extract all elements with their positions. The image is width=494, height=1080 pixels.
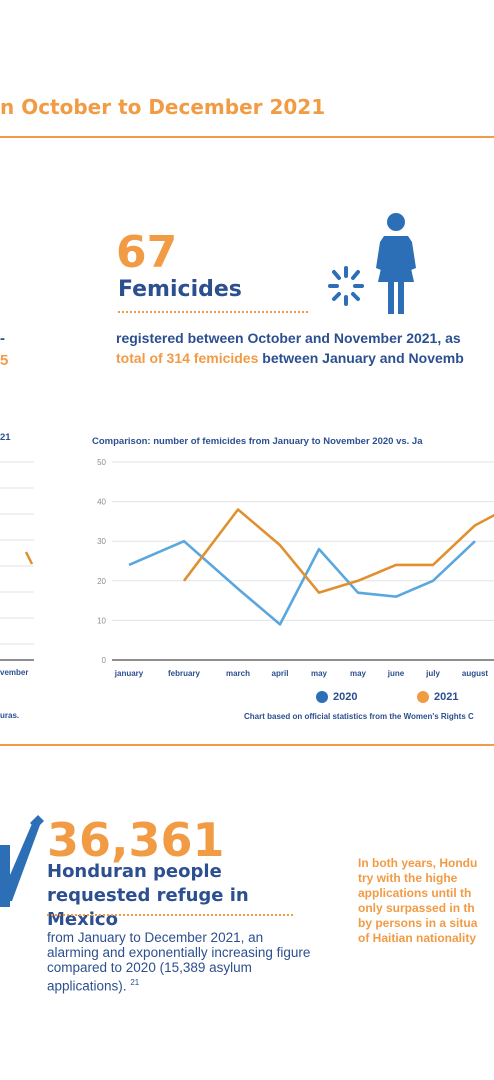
legend-label-2020: 2020 <box>333 691 358 703</box>
femicides-total-highlight: total of 314 femicides <box>116 350 259 366</box>
side-note-line: applications until th <box>358 886 472 900</box>
section-heading: n October to December 2021 <box>0 95 326 119</box>
x-tick-label: april <box>272 669 289 678</box>
woman-figure-icon <box>328 213 416 314</box>
legend-dot-2020 <box>316 691 328 704</box>
refuge-label: Honduran people requested refuge in Mexi… <box>47 861 249 930</box>
femicides-text-line2-rest: between January and Novemb <box>258 350 464 366</box>
left-fragment-2: 5 <box>0 352 9 369</box>
y-tick-label: 20 <box>97 577 106 586</box>
x-tick-label: january <box>114 669 144 678</box>
middle-divider <box>0 744 494 746</box>
y-tick-label: 0 <box>102 656 107 665</box>
x-tick-label: may <box>350 669 367 678</box>
femicides-number: 67 <box>116 227 178 278</box>
chart-source: Chart based on official statistics from … <box>244 712 474 721</box>
refuge-dotted-rule <box>47 914 293 916</box>
legend-item-2021: 2021 <box>417 691 459 704</box>
legend-label-2021: 2021 <box>434 691 459 703</box>
side-note-line: only surpassed in th <box>358 901 475 915</box>
refuge-text: from January to December 2021, an alarmi… <box>47 930 311 994</box>
series-line-2020 <box>128 539 476 626</box>
y-tick-label: 50 <box>97 458 106 467</box>
side-note-line: In both years, Hondu <box>358 856 478 870</box>
x-tick-label: march <box>226 669 250 678</box>
left-chart-title-fragment: 21 <box>0 432 11 443</box>
side-note-line: by persons in a situa <box>358 916 478 930</box>
femicides-text-line1: registered between October and November … <box>116 330 461 346</box>
top-divider <box>0 136 494 138</box>
chart-title: Comparison: number of femicides from Jan… <box>92 436 423 447</box>
x-tick-label: july <box>425 669 440 678</box>
footnote-ref: 21 <box>130 978 140 987</box>
left-fragment-1: - <box>0 330 5 347</box>
femicides-text-line2: total of 314 femicides between January a… <box>116 348 494 368</box>
left-month-fragment: vember <box>0 668 29 677</box>
femicides-label: Femicides <box>118 277 242 302</box>
femicides-dotted-rule <box>118 311 308 313</box>
left-chart-fragment <box>0 461 34 661</box>
side-note-line: try with the highe <box>358 871 458 885</box>
checkmark-pencil-icon <box>0 815 44 907</box>
y-tick-label: 10 <box>97 616 106 625</box>
refuge-number: 36,361 <box>47 813 225 867</box>
x-tick-label: august <box>462 669 489 678</box>
legend-dot-2021 <box>417 691 429 704</box>
left-source-fragment: uras. <box>0 711 20 720</box>
y-tick-label: 30 <box>97 537 106 546</box>
series-line-2021 <box>182 508 494 594</box>
legend-item-2020: 2020 <box>316 691 358 704</box>
femicides-description: registered between October and November … <box>116 328 494 368</box>
side-note: In both years, Hondu try with the highe … <box>358 856 494 946</box>
y-tick-label: 40 <box>97 498 106 507</box>
x-tick-label: may <box>311 669 328 678</box>
x-tick-label: june <box>387 669 405 678</box>
side-note-line: of Haitian nationality <box>358 931 477 945</box>
x-tick-label: february <box>168 669 201 678</box>
femicides-line-chart: 0 10 20 30 40 50 january february march april may m… <box>97 458 494 678</box>
refuge-description: from January to December 2021, an alarmi… <box>47 930 317 994</box>
